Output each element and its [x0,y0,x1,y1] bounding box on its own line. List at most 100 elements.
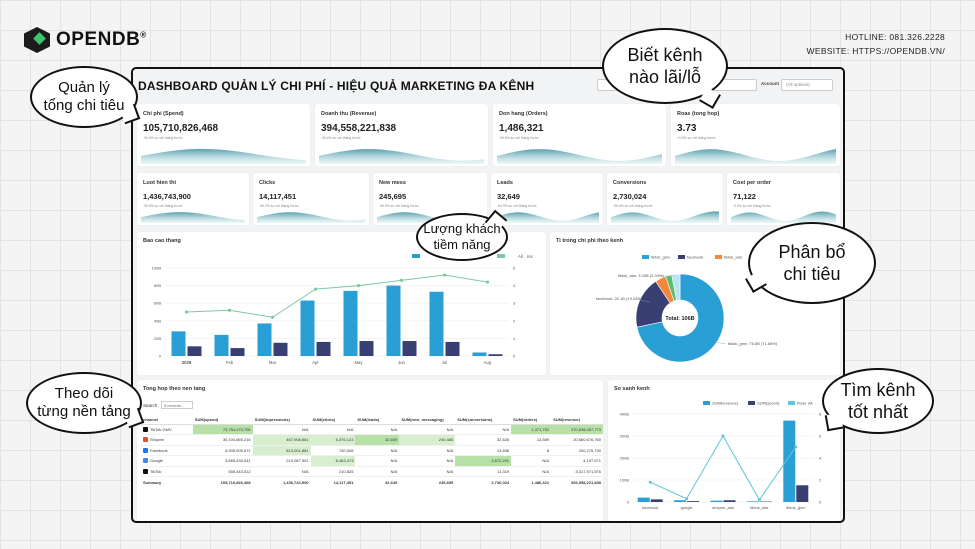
donut-center-label: Total: 106B [665,316,694,322]
roas-point [794,445,798,449]
kpi-change: -0.0% so với tháng trước [733,204,771,208]
column-header[interactable]: SUM(spend) [192,415,253,425]
bar-secondary [402,341,417,356]
table-row[interactable]: Facebook 5,305,009,671 813,001,881 740,008 N… [141,445,603,456]
kpi-value: 245,695 [379,192,407,201]
legend-ins: Ins [527,254,533,259]
channel-compare-panel: So sanh kenh 0 100B 200B 300B 400B 0 2 4 6 8 faceb… [608,380,840,521]
x-tick: google [681,505,694,510]
kpi-label: Cost per order [733,180,771,186]
bar-secondary [187,346,202,356]
column-header[interactable]: SUM(orders) [511,415,552,425]
kpi-card: Don hang (Orders) 1,486,321 -96.6% so với … [493,104,666,166]
table-cell: 8 [511,445,552,456]
table-row[interactable]: Google 3,665,435,541 210,067,301 6,463,473 N… [141,455,603,467]
bar-secondary [273,342,288,356]
kpi-value: 14,117,451 [259,192,297,201]
y-tick-right: 2 [819,478,822,483]
column-header[interactable]: channel [141,415,193,425]
line-point [227,308,232,312]
account-filter[interactable]: (All options) [781,79,833,91]
column-header[interactable]: SUM(leads) [355,415,400,425]
y-tick-left: 20B [154,336,161,341]
kpi-value: 2,730,024 [613,192,647,201]
roas-point [685,497,689,501]
kpi-change: -96.6% so với tháng trước [499,136,539,140]
kpi-change: -94.9% so với tháng trước [497,204,537,208]
column-header[interactable]: SUM(new_messaging) [399,415,456,425]
table-cell: N/A [355,424,400,435]
bubble-platform-tracking: Theo dõi từng nền tảng [26,372,145,434]
channel-cell: TikTok [141,466,193,477]
table-cell: 20,660,676,760 [551,434,603,446]
y-tick-right: 4 [513,283,516,288]
x-tick: Jul [442,360,447,365]
table-cell: N/A [355,466,400,477]
table-cell: N/A [252,424,311,435]
bar-spend [796,485,809,502]
pie-leader [635,298,651,303]
sparkline-area [495,212,599,223]
hotline-text: HOTLINE: 081.326.2228 [845,32,945,42]
bar-spend [723,500,736,502]
kpi-sparkline [495,212,599,223]
kpi-value: 1,486,321 [499,123,544,134]
table-cell: 3,665,435,541 [192,455,253,467]
y-tick-left: 100B [620,478,630,483]
platform-summary-title: Tong hop theo nen tang [143,386,206,392]
y-tick-left: 100B [152,266,162,271]
y-tick-right: 0 [819,500,822,505]
legend-swatch [642,255,649,259]
bar-spend [300,300,315,356]
kpi-value: 394,558,221,838 [321,123,397,134]
table-cell: 75,754,270,755 [192,424,253,435]
platform-table: channel SUM(spend) SUM(impressions) SUM(cli… [141,415,603,487]
table-row[interactable]: TikTok GMV 75,754,270,755 N/A N/A N/A N/A N/A 1… [141,424,603,435]
table-cell: 240,485 [399,434,456,446]
table-row[interactable]: TikTok 555,443,512 N/A 210,825 N/A N/A 11,319 N… [141,466,603,477]
column-header[interactable]: SUM(impressions) [252,415,311,425]
bar-spend [214,334,229,356]
bar-spend [429,291,444,356]
bar-spend [472,352,487,356]
channel-icon [143,447,148,453]
table-cell: N/A [399,466,456,477]
roas-point [648,480,652,484]
sparkline-area [377,212,483,223]
legend-label: Roas [797,401,806,406]
summary-cell: 1,436,743,900 [282,479,309,485]
kpi-card: Clicks 14,117,451 -96.2% so với tháng trướ… [253,173,369,225]
website-text: WEBSITE: HTTPS://OPENDB.VN/ [806,46,945,56]
pie-slice [636,273,725,363]
table-cell: N/A [511,466,552,477]
kpi-sparkline [497,149,662,164]
legend-swatch [788,401,795,405]
kpi-sparkline [611,211,719,223]
bar-spend [386,285,401,356]
y-tick-right: 4 [819,456,822,461]
table-row[interactable]: Shopee 30,104,665,216 467,908,661 6,376,123… [141,434,603,446]
column-header[interactable]: SUM(clicks) [310,415,356,425]
kpi-sparkline [377,212,483,223]
column-header[interactable]: SUM(conversions) [455,415,512,425]
kpi-change: +0.5% so với tháng trước [677,136,716,140]
table-cell: N/A [399,445,456,456]
legend-label: tiktok_ads [724,255,742,260]
table-cell: 467,908,661 [252,434,311,446]
y-tick-right: 1 [513,336,516,341]
pie-label-gmv: tiktok_gmv: 75.8B (71.66%) [728,341,778,346]
y-tick-left: 200B [620,456,630,461]
table-search-label: Search [143,403,158,408]
column-header[interactable]: SUM(revenue) [551,415,603,425]
legend-label: All [808,401,813,406]
bar-revenue [783,420,796,502]
kpi-card: Roas (tong hop) 3.73 +0.5% so với tháng tr… [671,104,840,166]
platform-summary-panel: Tong hop theo nen tang Search 5 records.… [137,380,603,521]
summary-cell: 394,558,221,838 [570,479,601,485]
bar-revenue [637,497,650,502]
channel-name: TikTok GMV [150,426,172,432]
table-search-input[interactable]: 5 records... [161,401,193,409]
kpi-value: 32,649 [497,192,520,201]
kpi-change: -96.6% so với tháng trước [613,204,653,208]
table-cell: 2,672,291 [455,455,512,467]
